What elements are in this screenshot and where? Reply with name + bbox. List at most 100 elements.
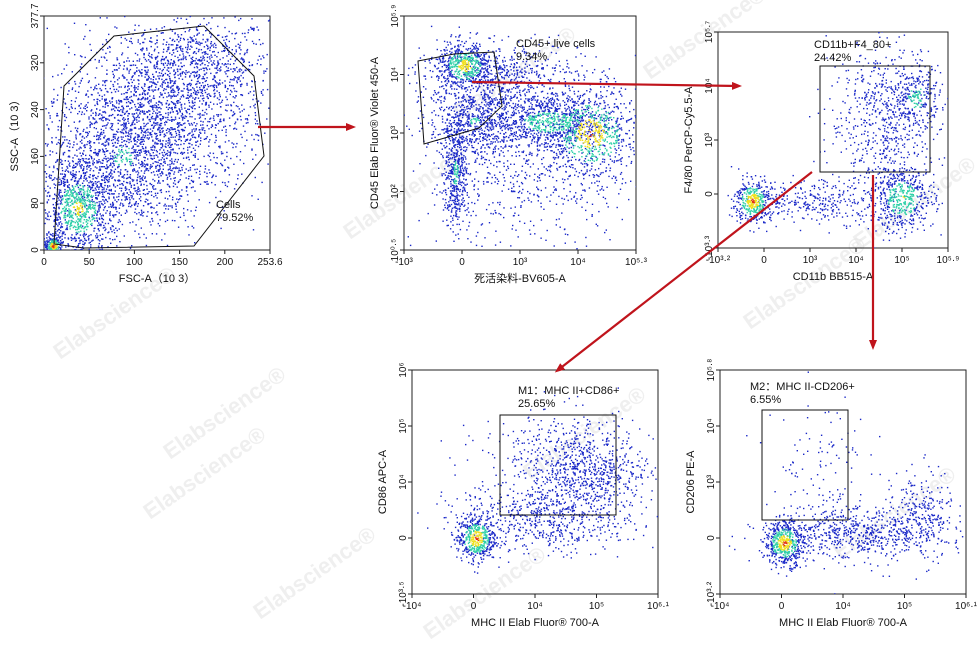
x-tick-label: 0 [459,257,465,268]
gate-percent: 79.52% [216,212,254,224]
gate-outline [761,409,849,521]
x-axis-label: CD11b BB515-A [793,271,874,283]
x-tick-label: 200 [216,257,233,268]
panel-cd11b_f480: -10³·²010³10⁴10⁵10⁵·⁹-10³·³010³10⁴10⁵·⁷C… [683,21,960,283]
y-tick-label: 10³ [704,132,715,147]
x-tick-label: 10⁶·¹ [647,601,670,612]
y-tick-label: 10⁵·⁸ [706,359,717,382]
y-tick-label: 320 [30,54,41,71]
x-tick-label: 0 [41,257,47,268]
x-tick-label: 10⁴ [527,601,542,612]
panel-m2: -10⁴ 0 10⁴ 10⁵ 10⁶·¹ -10³·² 0 10³ 10⁴ 10⁵·⁸ MHC II… [685,359,978,629]
x-tick-label: 100 [126,257,143,268]
watermark: Elabscience® [249,521,381,624]
gating-arrows [258,80,877,373]
y-tick-label: 10⁵·⁹ [390,5,401,28]
x-tick-label: 10⁴ [570,257,585,268]
x-tick-label: 10³ [803,255,818,266]
gate-name: M1：MHC II+CD86+ [518,385,619,397]
y-tick-label: -10³·² [706,581,717,606]
x-tick-label: -10³ [395,257,413,268]
gate-name: M2：MHC II-CD206+ [750,381,855,393]
gate-name: CD45+ live cells [516,38,596,50]
x-tick-label: 10⁴ [848,255,863,266]
y-tick-label: 0 [706,535,717,541]
y-tick-label: 80 [30,197,41,209]
gate-percent: 6.55% [750,394,781,406]
x-tick-label: 0 [471,601,477,612]
y-tick-label: 0 [398,535,409,541]
y-tick-label: 377.7 [30,3,41,28]
x-tick-label: 253.6 [257,257,282,268]
gate-outline [499,414,617,516]
gate-name: CD11b+F4_80+ [814,39,891,51]
x-axis-label: MHC II Elab Fluor® 700-A [779,617,908,629]
y-tick-label: 10⁵·⁷ [704,21,715,44]
gate-percent: 9.34% [516,51,547,63]
x-tick-label: 10⁶·¹ [955,601,978,612]
y-tick-label: 10³ [390,125,401,140]
density-points [728,371,964,594]
y-tick-label: 10⁵ [398,418,409,433]
x-tick-label: 10⁵·³ [625,257,648,268]
y-tick-label: 10⁶ [398,362,409,377]
gate: M2：MHC II-CD206+6.55% [750,381,855,521]
x-tick-label: 0 [779,601,785,612]
density-points [727,32,948,248]
gate-percent: 24.42% [814,52,852,64]
y-tick-label: -10³·⁵ [398,581,409,606]
y-axis-label: CD86 APC-A [377,449,389,514]
y-axis-label: CD206 PE-A [685,450,697,514]
y-tick-label: 10³ [706,474,717,489]
x-tick-label: 10⁴ [835,601,850,612]
plot-frame [43,15,271,251]
y-axis-label: SSC-A（10 3） [8,94,21,171]
y-axis-label: CD45 Elab Fluor® Violet 450-A [369,56,381,209]
y-tick-label: -10³·³ [704,235,715,260]
x-tick-label: -10³·² [706,255,731,266]
y-tick-label: 0 [30,247,41,253]
y-tick-label: 10⁰·⁵ [390,239,401,262]
gate-outline [53,25,265,249]
x-tick-label: 10³ [513,257,528,268]
y-axis-label: F4/80 PerCP-Cy5.5-A [683,86,695,194]
density-points [417,387,658,574]
gating-arrow [471,80,742,90]
x-tick-label: 0 [761,255,767,266]
density-points [404,25,636,250]
gate: M1：MHC II+CD86+25.65% [499,385,619,516]
watermark: Elabscience® [849,151,980,254]
gate-outline [819,65,931,173]
panel-cd45_live: -10³ 0 10³ 10⁴ 10⁵·³ 10⁰·⁵ 10² 10³ 10⁴ 10⁵·⁹ 死活染料-… [369,5,648,285]
gate: CD11b+F4_80+24.42% [814,39,931,173]
panel-m1: -10⁴ 0 10⁴ 10⁵ 10⁶·¹ -10³·⁵ 0 10⁴ 10⁵ 10⁶ MHC II E… [377,362,670,629]
x-axis-label: MHC II Elab Fluor® 700-A [471,617,600,629]
x-tick-label: 10⁵·⁹ [937,255,960,266]
plot-panels: 0 50 100 150 200 253.6 0 80 160 240 320 377.7 FSC-A（… [8,3,978,629]
x-axis-label: 死活染料-BV605-A [474,271,566,285]
y-tick-label: 0 [704,191,715,197]
gate-name: Cells [216,199,241,211]
x-tick-label: -10⁴ [711,601,730,612]
y-tick-label: 10⁴ [706,418,717,433]
density-points [44,16,270,250]
panel-cells: 0 50 100 150 200 253.6 0 80 160 240 320 377.7 FSC-A（… [8,3,283,285]
x-tick-label: 10⁵ [897,601,912,612]
y-tick-label: 10² [390,184,401,199]
gate-percent: 25.65% [518,398,556,410]
x-tick-label: 10⁵ [894,255,909,266]
x-tick-label: 150 [171,257,188,268]
gating-arrow [554,171,813,373]
y-tick-label: 160 [30,148,41,165]
x-tick-label: 50 [84,257,96,268]
y-tick-label: 10⁴ [398,474,409,489]
x-axis-label: FSC-A（10 3） [119,272,195,285]
x-tick-label: -10⁴ [403,601,422,612]
x-tick-label: 10⁵ [589,601,604,612]
y-tick-label: 10⁴ [390,67,401,82]
gate-outline [417,51,503,145]
y-tick-label: 240 [30,101,41,118]
